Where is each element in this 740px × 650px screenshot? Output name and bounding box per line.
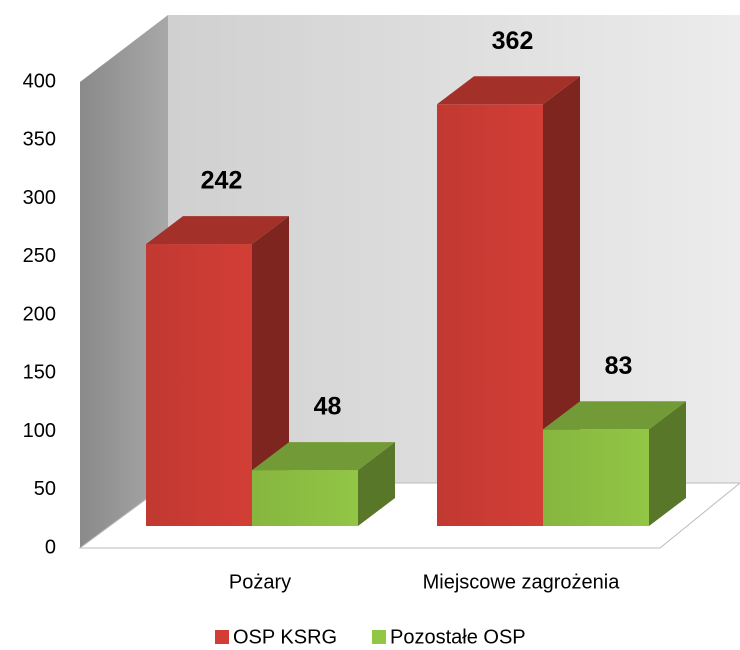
y-tick-label: 100	[23, 420, 56, 442]
value-label: 242	[201, 167, 243, 195]
y-tick-label: 200	[23, 303, 56, 325]
bar	[543, 401, 686, 526]
x-tick-label: Miejscowe zagrożenia	[423, 571, 621, 593]
x-tick-label: Pożary	[229, 571, 291, 593]
bar-side	[252, 216, 289, 526]
bar-front	[437, 104, 543, 527]
y-tick-label: 350	[23, 129, 56, 151]
bar	[146, 216, 289, 526]
legend-label: OSP KSRG	[233, 626, 337, 648]
value-label: 83	[605, 352, 633, 380]
y-tick-label: 250	[23, 245, 56, 267]
y-tick-label: 0	[45, 536, 56, 558]
y-tick-label: 150	[23, 362, 56, 384]
legend-label: Pozostałe OSP	[390, 626, 526, 648]
y-tick-label: 300	[23, 187, 56, 209]
bar	[252, 442, 395, 526]
legend-swatch	[215, 630, 229, 644]
bar-top	[543, 401, 686, 430]
y-tick-label: 50	[34, 478, 56, 500]
bar-front	[543, 429, 649, 526]
bar-front	[252, 470, 358, 526]
value-label: 362	[492, 27, 534, 55]
legend-swatch	[372, 630, 386, 644]
bar-top	[437, 76, 580, 105]
bar-top	[252, 442, 395, 471]
y-tick-label: 400	[23, 70, 56, 92]
bar-side	[649, 401, 686, 526]
bar-side	[358, 442, 395, 526]
bar-top	[146, 216, 289, 245]
value-label: 48	[314, 393, 342, 421]
bar-front	[146, 244, 252, 526]
